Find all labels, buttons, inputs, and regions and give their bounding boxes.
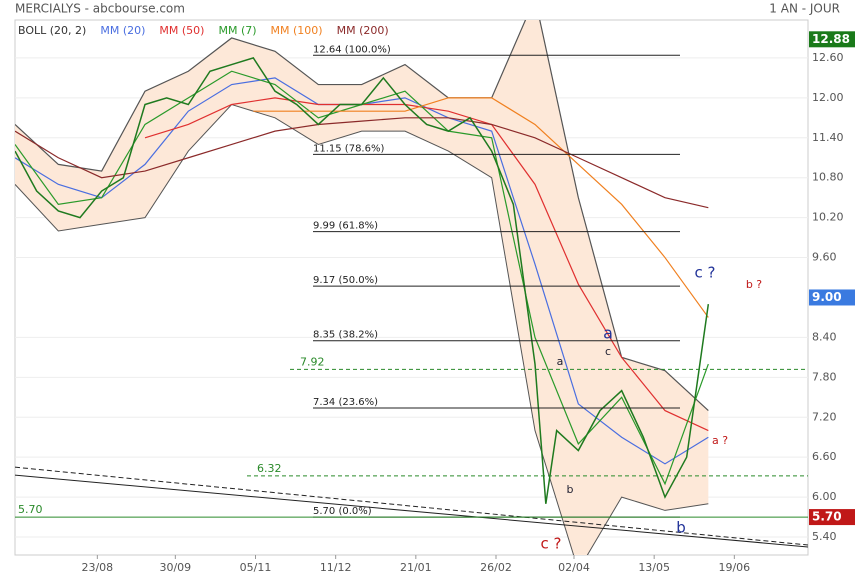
y-tick-label: 5.40 xyxy=(812,530,837,543)
price-badge xyxy=(809,509,855,526)
fib-label: 9.99 (61.8%) xyxy=(313,221,378,232)
fib-label: 11.15 (78.6%) xyxy=(313,143,384,154)
annotation: c ? xyxy=(695,264,716,282)
annotation: b ? xyxy=(746,278,762,291)
y-tick-label: 6.00 xyxy=(812,490,837,503)
price-badge xyxy=(809,31,855,48)
badge-label: 5.70 xyxy=(812,510,842,524)
level-label: 5.70 xyxy=(18,503,43,516)
y-tick-label: 12.60 xyxy=(812,51,844,64)
annotation: c xyxy=(605,345,611,358)
title: MERCIALYS - abcbourse.com xyxy=(15,2,185,16)
fib-label: 7.34 (23.6%) xyxy=(313,397,378,408)
x-tick-label: 05/11 xyxy=(240,561,272,574)
y-tick-label: 12.00 xyxy=(812,91,844,104)
x-tick-label: 30/09 xyxy=(159,561,191,574)
plot-frame xyxy=(14,19,809,556)
badge-label: 9.00 xyxy=(812,290,842,304)
legend-entry: MM (200) xyxy=(337,24,389,37)
badge-label: 12.88 xyxy=(812,32,850,46)
x-tick-label: 13/05 xyxy=(638,561,670,574)
annotation: b xyxy=(567,483,574,496)
trendline xyxy=(15,474,808,548)
series-line xyxy=(144,97,709,432)
legend-entry: BOLL (20, 2) xyxy=(18,24,86,37)
fib-label: 8.35 (38.2%) xyxy=(313,330,378,341)
legend-entry: MM (20) xyxy=(100,24,145,37)
y-tick-label: 8.40 xyxy=(812,330,837,343)
series-line xyxy=(15,117,709,209)
y-tick-label: 7.80 xyxy=(812,370,837,383)
level-label: 7.92 xyxy=(300,355,325,368)
series-line xyxy=(253,97,709,318)
fib-label: 12.64 (100.0%) xyxy=(313,44,391,55)
x-tick-label: 19/06 xyxy=(718,561,750,574)
y-tick-label: 10.80 xyxy=(812,171,844,184)
annotation: c ? xyxy=(541,535,562,553)
y-tick-label: 11.40 xyxy=(812,131,844,144)
y-tick-label: 10.20 xyxy=(812,211,844,224)
x-tick-label: 26/02 xyxy=(480,561,512,574)
annotation: a xyxy=(557,355,564,368)
legend-entry: MM (7) xyxy=(218,24,256,37)
bollinger-lower xyxy=(15,103,709,555)
price-badge xyxy=(809,289,855,306)
x-tick-label: 02/04 xyxy=(558,561,590,574)
bollinger-band xyxy=(15,20,709,555)
legend-entry: MM (50) xyxy=(159,24,204,37)
price-line xyxy=(15,57,710,504)
x-tick-label: 23/08 xyxy=(81,561,113,574)
y-tick-label: 9.60 xyxy=(812,251,837,264)
annotation: b xyxy=(676,519,686,537)
trendline xyxy=(15,466,808,546)
fib-label: 9.17 (50.0%) xyxy=(313,275,378,286)
annotation: a ? xyxy=(712,434,728,447)
series-line xyxy=(15,20,709,412)
legend-entry: MM (100) xyxy=(271,24,323,37)
fib-label: 5.70 (0.0%) xyxy=(313,506,372,517)
y-tick-label: 6.60 xyxy=(812,450,837,463)
y-tick-label: 7.20 xyxy=(812,410,837,423)
period: 1 AN - JOUR xyxy=(769,2,840,16)
x-tick-label: 11/12 xyxy=(320,561,352,574)
plot-area xyxy=(15,20,808,555)
x-tick-label: 21/01 xyxy=(400,561,432,574)
level-label: 6.32 xyxy=(257,462,282,475)
annotation: a xyxy=(603,324,613,343)
